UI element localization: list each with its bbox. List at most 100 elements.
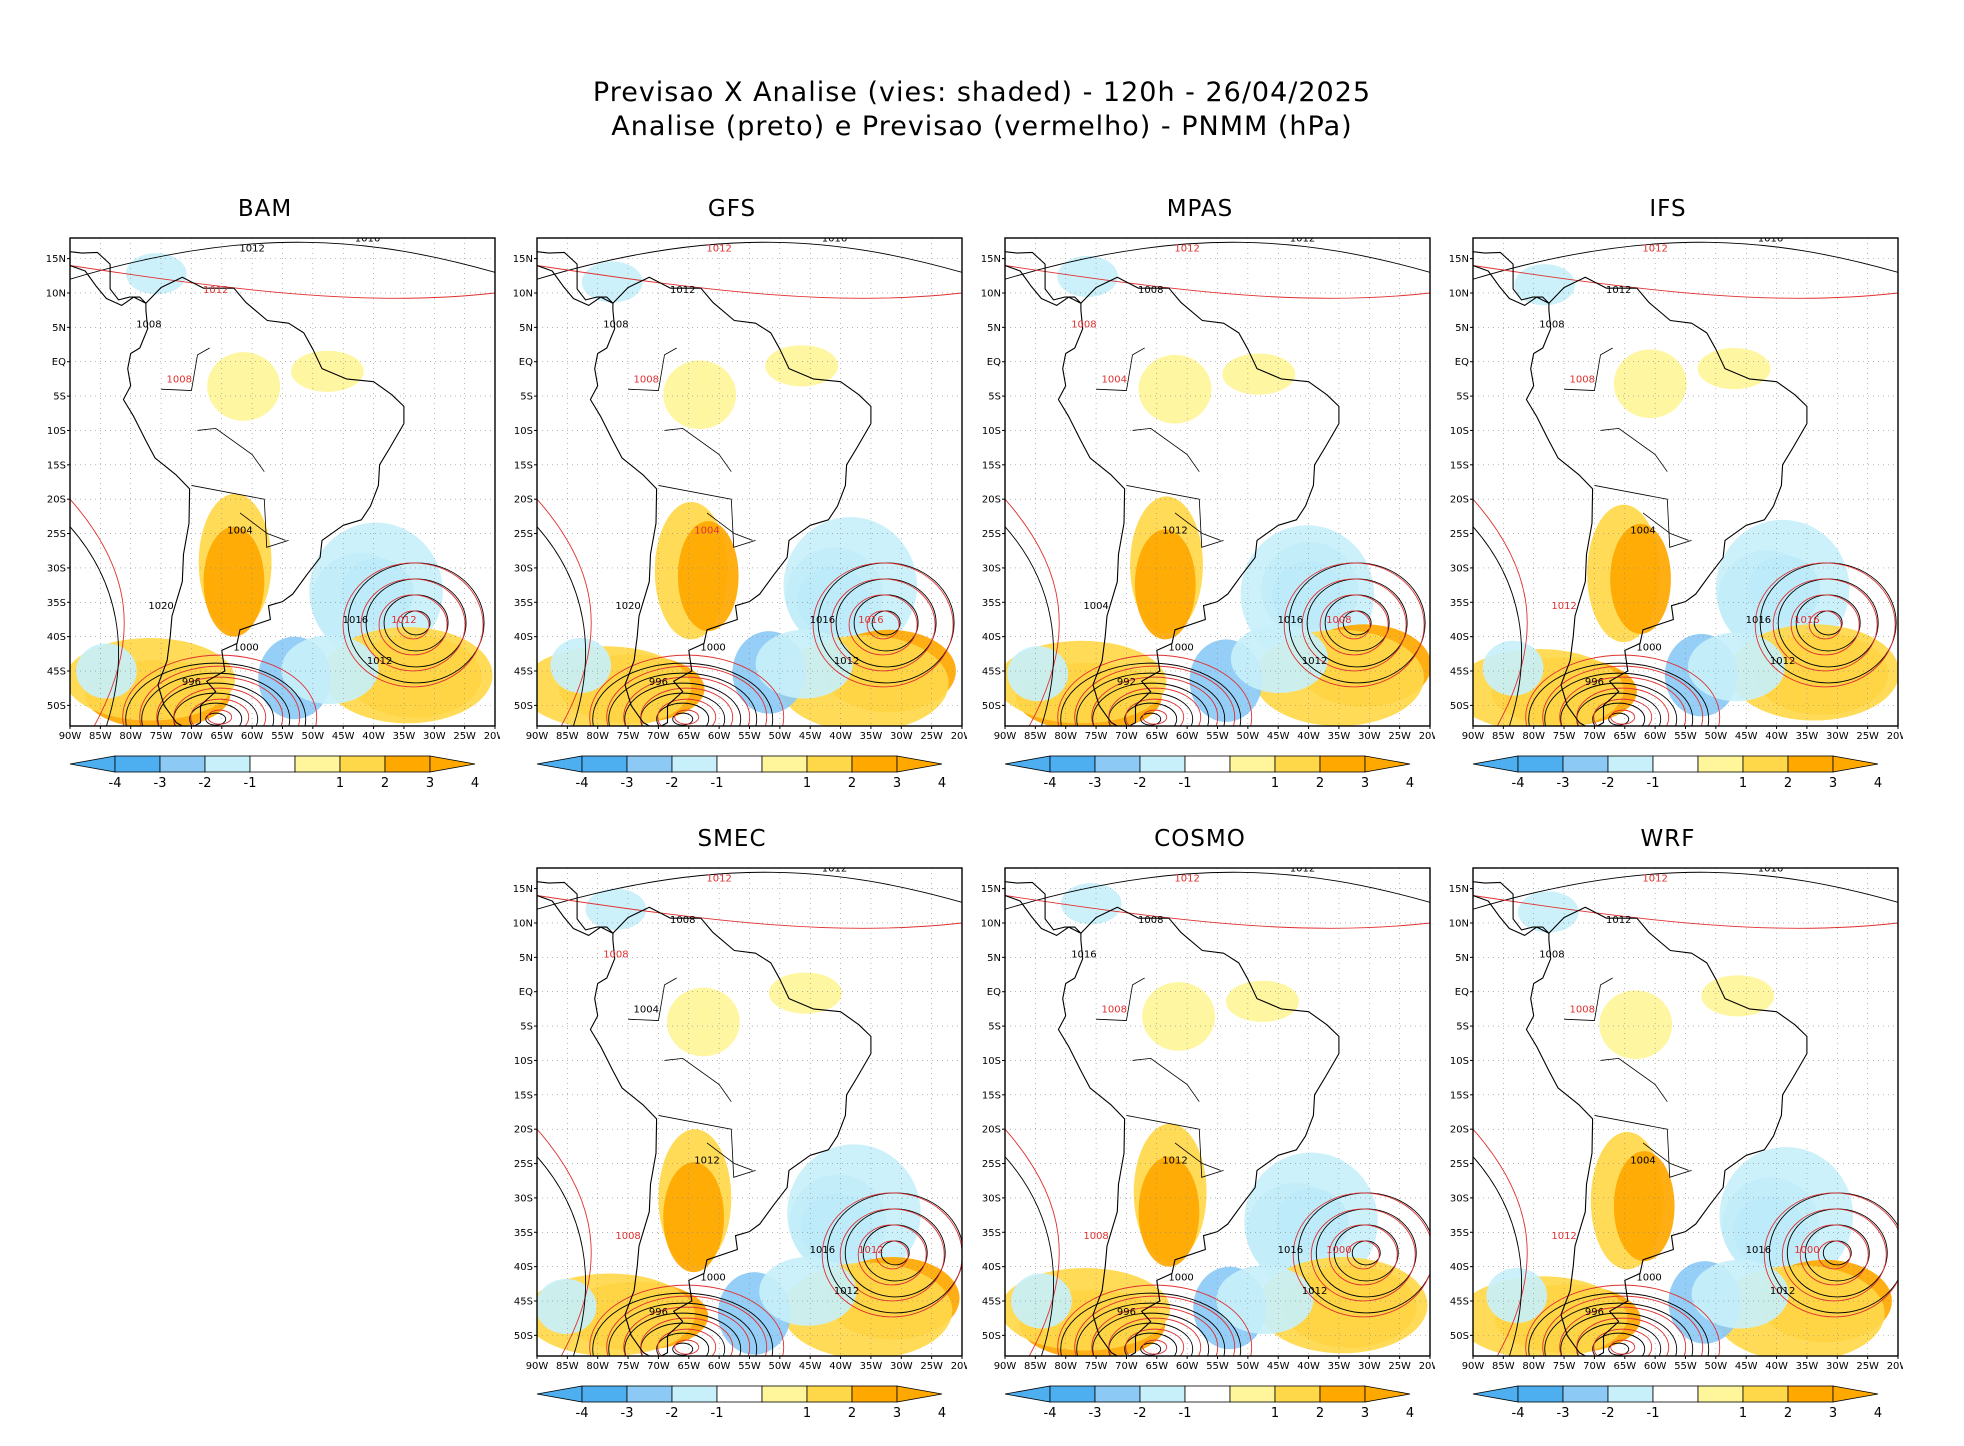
colorbar-tick-label: 1: [803, 1406, 811, 1421]
latitude-label: 15S: [982, 1090, 1001, 1101]
colorbar-tick-label: -2: [199, 776, 212, 791]
longitude-label: 45W: [332, 731, 355, 742]
coastline: [1473, 251, 1550, 306]
longitude-label: 85W: [1024, 731, 1047, 742]
contour-label: 1016: [355, 233, 380, 244]
contour-label: 1012: [1770, 1286, 1795, 1297]
bias-shading: [663, 360, 737, 430]
contour-label: 1004: [634, 1004, 659, 1015]
latitude-label: 10S: [1450, 1056, 1469, 1067]
bias-shading: [1482, 640, 1544, 696]
latitude-label: 15S: [1450, 460, 1469, 471]
longitude-label: 40W: [1765, 1361, 1788, 1372]
latitude-label: 10S: [982, 426, 1001, 437]
longitude-label: 35W: [1796, 731, 1819, 742]
colorbar-segment: [1697, 1385, 1744, 1403]
colorbar-tick-label: 3: [893, 1406, 901, 1421]
longitude-label: 80W: [1522, 731, 1545, 742]
latitude-label: 10N: [1449, 918, 1469, 929]
analysis-isobar: [1076, 672, 1226, 726]
latitude-label: 10N: [981, 288, 1001, 299]
analysis-isobar: [1608, 712, 1630, 726]
forecast-isobar: [1337, 610, 1371, 640]
colorbar-tick-label: 1: [1739, 1406, 1747, 1421]
latitude-label: 15N: [513, 254, 533, 265]
latitude-label: 25S: [982, 1159, 1001, 1170]
longitude-label: 30W: [890, 1361, 913, 1372]
colorbar: -4 -3 -2 -1 1 2 3 4: [536, 1385, 946, 1421]
colorbar-tick-label: -3: [1557, 1406, 1570, 1421]
longitude-label: 60W: [708, 731, 731, 742]
contour-label: 1008: [1138, 915, 1163, 926]
map-canvas: 1016 1012 1012 1008 1008 1004 1000 996 1016 1016 1…: [1449, 233, 1903, 791]
longitude-label: 85W: [89, 731, 112, 742]
colorbar-tick-label: -3: [621, 1406, 634, 1421]
colorbar-segment: [1697, 755, 1744, 773]
colorbar-tick-label: -4: [1044, 1406, 1057, 1421]
contour-label: 1012: [706, 874, 731, 885]
latitude-label: 10S: [1450, 426, 1469, 437]
country-border: [191, 485, 289, 548]
forecast-isobar: [1091, 1306, 1219, 1356]
latitude-label: 10S: [47, 426, 66, 437]
forecast-isobar: [139, 665, 301, 726]
longitude-label: 65W: [1613, 1361, 1636, 1372]
longitude-label: 90W: [526, 1361, 549, 1372]
contour-label: 1012: [822, 863, 847, 874]
longitude-label: 70W: [1583, 731, 1606, 742]
isobars: [1473, 871, 1898, 1356]
bias-shading: [1216, 1265, 1314, 1335]
contour-label: 1008: [1138, 285, 1163, 296]
country-border: [664, 1057, 732, 1102]
bias-shading: [1701, 975, 1775, 1017]
colorbar-segment: [1562, 1385, 1609, 1403]
colorbar-segment: [1184, 1385, 1231, 1403]
latitude-label: 10S: [982, 1056, 1001, 1067]
forecast-isobar: [1108, 687, 1202, 726]
longitude-label: 50W: [1237, 1361, 1260, 1372]
forecast-isobar: [606, 665, 768, 726]
longitude-label: 25W: [1388, 731, 1411, 742]
latitude-label: 15S: [514, 460, 533, 471]
analysis-isobar: [1544, 1302, 1694, 1356]
graticule: [1005, 868, 1430, 1356]
colorbar-segment: [1607, 755, 1654, 773]
latitude-label: 35S: [982, 1228, 1001, 1239]
longitude-label: 55W: [1206, 1361, 1229, 1372]
contour-label: 1000: [700, 642, 725, 653]
colorbar-tick-label: -3: [1089, 776, 1102, 791]
contour-label: 1016: [1758, 233, 1783, 244]
contour-label: 992: [1117, 677, 1136, 688]
bias-shading: [1697, 347, 1771, 390]
latitude-label: 5S: [988, 1022, 1001, 1033]
forecast-isobar: [1473, 1128, 1528, 1356]
contour-label: 1008: [603, 949, 628, 960]
contour-label: 1016: [1746, 1245, 1771, 1256]
longitude-label: 55W: [271, 731, 294, 742]
colorbar-right-arrow: [896, 755, 943, 773]
latitude-label: 20S: [514, 495, 533, 506]
colorbar-segment: [204, 755, 251, 773]
colorbar-tick-label: 4: [1874, 1406, 1882, 1421]
contour-label: 1012: [1302, 656, 1327, 667]
longitude-label: 20W: [1887, 1361, 1903, 1372]
colorbar-tick-label: 3: [1361, 1406, 1369, 1421]
contour-label: 1012: [1162, 526, 1187, 537]
bias-shading: [666, 987, 740, 1057]
country-border: [1642, 1142, 1689, 1171]
longitude-label: 35W: [860, 1361, 883, 1372]
longitude-label: 40W: [1765, 731, 1788, 742]
colorbar-tick-label: -2: [666, 1406, 679, 1421]
colorbar-tick-label: 2: [848, 1406, 856, 1421]
analysis-isobar: [1528, 1292, 1710, 1356]
latitude-label: 25S: [514, 1159, 533, 1170]
colorbar-tick-label: 1: [336, 776, 344, 791]
colorbar-tick-label: -2: [1602, 776, 1615, 791]
bias-shading: [1011, 1273, 1072, 1329]
analysis-isobar: [1473, 1156, 1523, 1356]
panel-title: IFS: [1649, 196, 1687, 222]
colorbar-tick-label: -3: [1089, 1406, 1102, 1421]
colorbar-segment: [1562, 755, 1609, 773]
forecast-isobar: [122, 654, 318, 726]
contour-label: 1016: [810, 1245, 835, 1256]
